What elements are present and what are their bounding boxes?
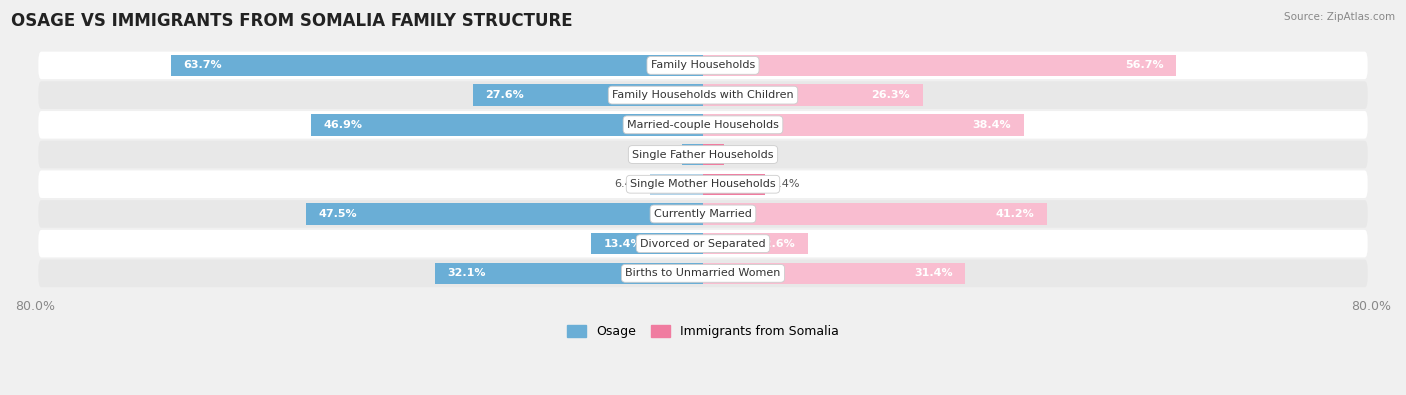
Text: Family Households: Family Households	[651, 60, 755, 70]
Text: 46.9%: 46.9%	[323, 120, 363, 130]
Text: 26.3%: 26.3%	[872, 90, 910, 100]
FancyBboxPatch shape	[38, 141, 1368, 168]
FancyBboxPatch shape	[38, 52, 1368, 79]
Text: 12.6%: 12.6%	[756, 239, 796, 248]
Text: Currently Married: Currently Married	[654, 209, 752, 219]
FancyBboxPatch shape	[38, 200, 1368, 228]
Bar	[703, 55, 1177, 76]
Text: Single Father Households: Single Father Households	[633, 150, 773, 160]
Text: Source: ZipAtlas.com: Source: ZipAtlas.com	[1284, 12, 1395, 22]
Bar	[650, 173, 703, 195]
Bar	[703, 144, 724, 165]
Text: Married-couple Households: Married-couple Households	[627, 120, 779, 130]
Bar	[307, 203, 703, 225]
Bar	[703, 233, 808, 254]
Bar	[172, 55, 703, 76]
Text: 47.5%: 47.5%	[319, 209, 357, 219]
Bar	[703, 85, 922, 106]
Bar	[311, 114, 703, 135]
Text: 32.1%: 32.1%	[447, 268, 486, 278]
Legend: Osage, Immigrants from Somalia: Osage, Immigrants from Somalia	[562, 320, 844, 343]
Bar	[682, 144, 703, 165]
Text: Family Households with Children: Family Households with Children	[612, 90, 794, 100]
Bar	[703, 173, 765, 195]
Text: Divorced or Separated: Divorced or Separated	[640, 239, 766, 248]
Text: Single Mother Households: Single Mother Households	[630, 179, 776, 189]
Text: 7.4%: 7.4%	[772, 179, 800, 189]
FancyBboxPatch shape	[38, 260, 1368, 287]
Text: 41.2%: 41.2%	[995, 209, 1035, 219]
FancyBboxPatch shape	[38, 230, 1368, 258]
Bar	[703, 114, 1024, 135]
Bar	[472, 85, 703, 106]
Text: 2.5%: 2.5%	[647, 150, 675, 160]
Text: Births to Unmarried Women: Births to Unmarried Women	[626, 268, 780, 278]
Bar	[591, 233, 703, 254]
Bar	[703, 203, 1047, 225]
FancyBboxPatch shape	[38, 171, 1368, 198]
Text: 56.7%: 56.7%	[1125, 60, 1164, 70]
Text: 63.7%: 63.7%	[184, 60, 222, 70]
Text: 6.4%: 6.4%	[614, 179, 643, 189]
FancyBboxPatch shape	[38, 81, 1368, 109]
Text: OSAGE VS IMMIGRANTS FROM SOMALIA FAMILY STRUCTURE: OSAGE VS IMMIGRANTS FROM SOMALIA FAMILY …	[11, 12, 572, 30]
FancyBboxPatch shape	[38, 111, 1368, 139]
Text: 31.4%: 31.4%	[914, 268, 953, 278]
Text: 27.6%: 27.6%	[485, 90, 524, 100]
Text: 13.4%: 13.4%	[603, 239, 643, 248]
Bar	[434, 263, 703, 284]
Text: 2.5%: 2.5%	[731, 150, 759, 160]
Text: 38.4%: 38.4%	[973, 120, 1011, 130]
Bar	[703, 263, 965, 284]
